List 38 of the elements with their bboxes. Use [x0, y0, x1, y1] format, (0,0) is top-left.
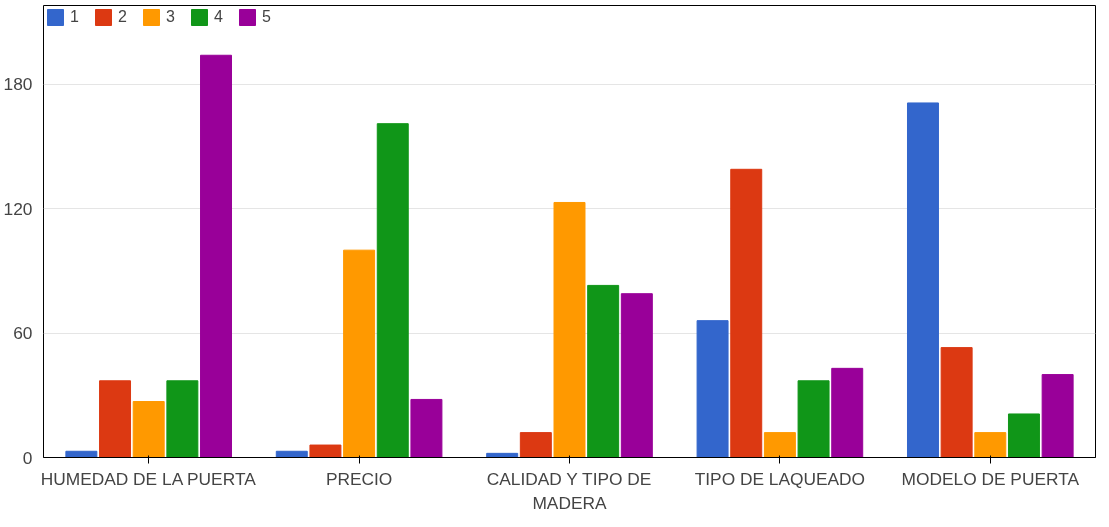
bar [1007, 413, 1040, 458]
bar [620, 293, 653, 458]
bar [906, 102, 939, 458]
x-tick-label: MODELO DE PUERTA [901, 468, 1080, 489]
bar [587, 284, 620, 458]
bar [343, 249, 376, 458]
bar [974, 432, 1007, 458]
bar [376, 123, 409, 458]
y-tick-label: 0 [22, 447, 33, 468]
bar [730, 168, 763, 458]
bar [519, 432, 552, 458]
bar [1041, 374, 1074, 458]
bar [200, 54, 233, 458]
x-tick-label: TIPO DE LAQUEADO [694, 468, 866, 489]
bar [275, 450, 308, 458]
y-tick-label: 180 [3, 74, 33, 95]
legend-label: 3 [166, 8, 176, 26]
x-tick-label: HUMEDAD DE LA PUERTA [40, 468, 257, 489]
legend-label: 4 [214, 8, 224, 26]
x-tick-label: PRECIO [325, 468, 393, 489]
bar [763, 432, 796, 458]
x-tick-label: CALIDAD Y TIPO DE MADERA [486, 468, 652, 513]
bar [99, 380, 132, 458]
bar [410, 398, 443, 458]
bar [831, 367, 864, 458]
legend-label: 2 [118, 8, 128, 26]
bar [65, 450, 98, 458]
bar [553, 201, 586, 458]
legend-label: 1 [70, 8, 80, 26]
y-tick-label: 60 [13, 323, 33, 344]
bar [797, 380, 830, 458]
legend-label: 5 [262, 8, 272, 26]
bar [309, 444, 342, 458]
bar [132, 401, 165, 458]
y-tick-label: 120 [3, 198, 33, 219]
bar [940, 347, 973, 458]
bar [696, 320, 729, 458]
bar [166, 380, 199, 458]
